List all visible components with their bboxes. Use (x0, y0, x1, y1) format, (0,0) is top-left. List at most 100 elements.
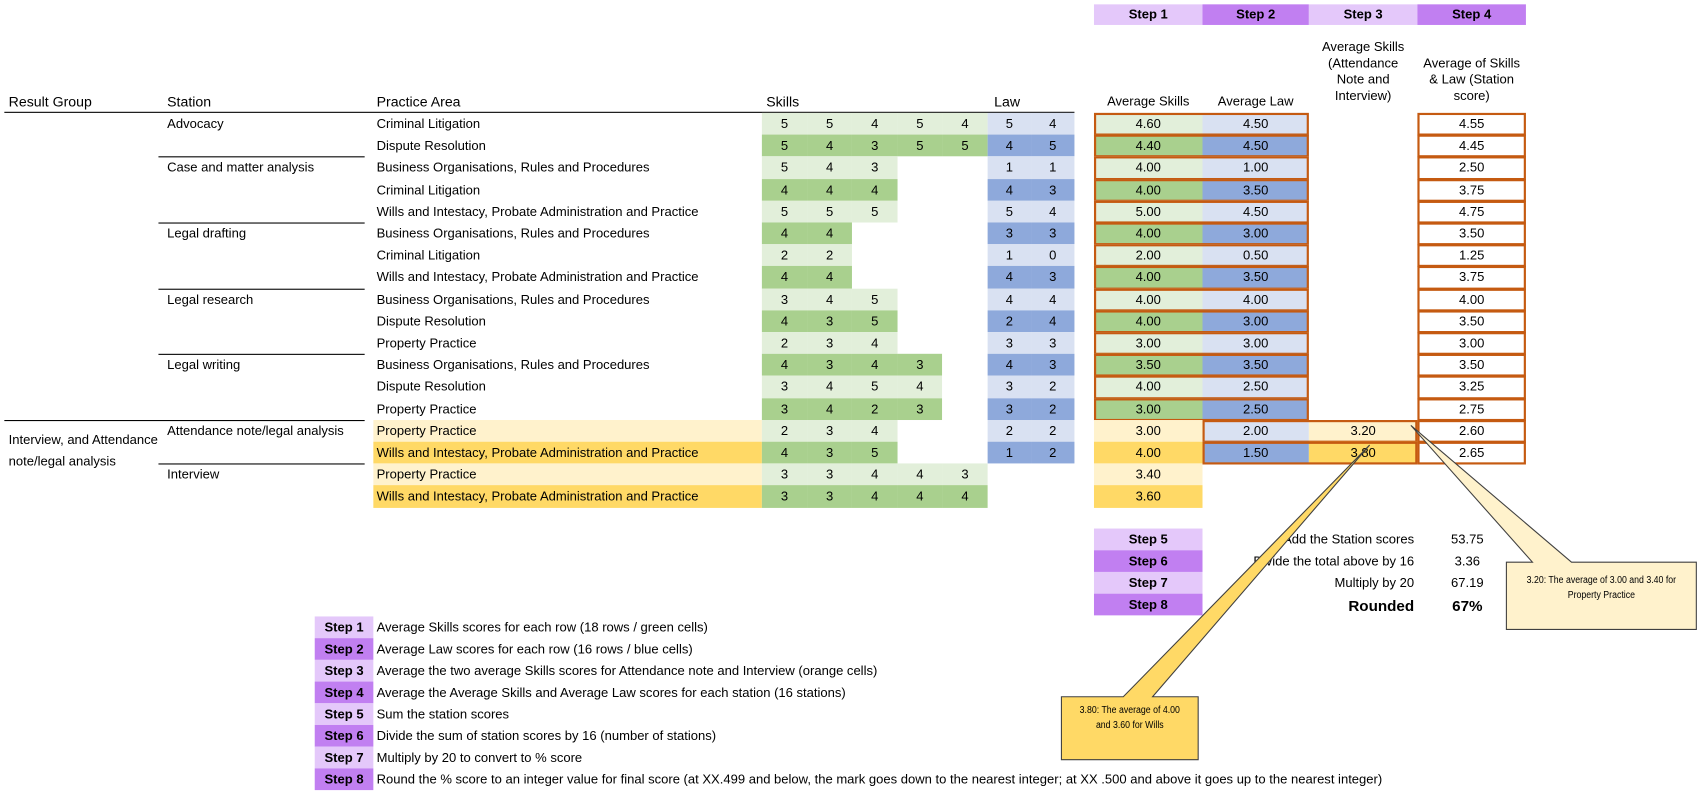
legend-description: Average the two average Skills scores fo… (376, 663, 878, 679)
avg-skills-cell: 4.60 (1093, 112, 1203, 135)
skills-score-cell: 4 (942, 485, 988, 508)
legend-description: Round the % score to an integer value fo… (376, 771, 1383, 787)
station-score-border (1417, 178, 1526, 202)
avg-law-cell: 3.50 (1202, 178, 1309, 201)
law-score-cell: 4 (987, 266, 1032, 289)
practice-area-cell: Business Organisations, Rules and Proced… (376, 159, 650, 176)
practice-area-cell: Property Practice (373, 463, 762, 486)
legend-description: Sum the station scores (376, 706, 510, 722)
skills-score-cell: 4 (807, 134, 853, 157)
law-score-cell: 2 (987, 310, 1032, 333)
avg-law-cell: 3.00 (1202, 310, 1309, 333)
skills-score-cell: 3 (852, 134, 898, 157)
station-score-border (1417, 156, 1526, 180)
skills-score-cell: 4 (852, 332, 898, 355)
skills-score-cell: 5 (761, 156, 808, 179)
skills-score-cell: 4 (761, 310, 808, 333)
legend-step-label: Step 6 (314, 724, 374, 747)
header-line: Note and (1336, 71, 1390, 87)
station-score-cell: 4.55 (1458, 116, 1485, 132)
law-score-cell: 3 (1031, 222, 1075, 245)
avg-skills-cell: 4.00 (1093, 178, 1203, 201)
law-score-cell: 2 (1031, 397, 1075, 420)
group-separator (158, 156, 365, 158)
skills-score-cell: 4 (852, 485, 898, 508)
avg-skills-cell: 4.00 (1093, 266, 1203, 289)
practice-area-cell: Property Practice (376, 401, 477, 417)
station-score-cell: 3.50 (1458, 225, 1485, 241)
station-score-border (1417, 288, 1526, 312)
skills-score-cell: 4 (807, 266, 853, 289)
summary-value: 67.19 (1451, 575, 1484, 591)
law-score-cell: 2 (1031, 441, 1075, 464)
skills-score-cell: 2 (807, 244, 853, 267)
avg-law-cell: 4.00 (1202, 288, 1309, 311)
avg-row-border (1093, 332, 1309, 356)
avg-law-cell: 2.50 (1202, 375, 1309, 398)
avg-row-border (1202, 441, 1418, 465)
skills-score-cell: 3 (761, 397, 808, 420)
station-score-cell: 2.75 (1458, 401, 1485, 417)
header-line: (Attendance (1328, 55, 1399, 71)
skills-score-cell: 5 (942, 134, 988, 157)
avg-law-cell: 4.50 (1202, 112, 1309, 135)
skills-score-cell: 4 (807, 288, 853, 311)
law-score-cell: 3 (1031, 354, 1075, 376)
step-1-header: Step 1 (1093, 4, 1203, 25)
law-score-cell: 5 (987, 200, 1032, 223)
legend-step-label: Step 7 (314, 746, 374, 769)
skills-score-cell: 4 (807, 222, 853, 245)
skills-score-cell: 3 (761, 375, 808, 398)
skills-score-cell: 5 (761, 200, 808, 223)
skills-score-cell: 4 (807, 375, 853, 398)
skills-score-cell: 5 (852, 310, 898, 333)
law-score-cell: 1 (1031, 156, 1075, 179)
skills-score-cell: 4 (761, 441, 808, 464)
law-score-cell: 1 (987, 441, 1032, 464)
skills-score-cell: 4 (807, 178, 853, 201)
station-score-border (1417, 112, 1526, 136)
avg-law-cell: 1.00 (1202, 156, 1309, 179)
avg-row-border (1093, 266, 1309, 290)
station-label: Case and matter analysis (167, 159, 315, 176)
practice-area-cell: Dispute Resolution (376, 313, 486, 329)
avg-row-border (1093, 112, 1309, 136)
station-score-border (1417, 310, 1526, 334)
skills-score-cell: 4 (897, 485, 943, 508)
station-score-cell: 3.00 (1458, 335, 1485, 351)
station-score-cell: 2.60 (1458, 423, 1485, 439)
skills-score-cell: 5 (761, 112, 808, 135)
law-score-cell: 3 (987, 332, 1032, 355)
summary-step-label: Step 8 (1093, 593, 1203, 616)
skills-score-cell: 3 (807, 419, 853, 442)
skills-score-cell: 4 (761, 266, 808, 289)
step-3-header: Step 3 (1308, 4, 1418, 25)
legend-step-label: Step 8 (314, 768, 374, 791)
practice-area-cell: Wills and Intestacy, Probate Administrat… (376, 269, 699, 285)
station-score-border (1417, 222, 1526, 246)
summary-description: Multiply by 20 (1334, 575, 1415, 591)
avg-skills-cell: 3.40 (1093, 463, 1203, 486)
station-score-border (1417, 441, 1526, 465)
group-separator (158, 288, 365, 290)
header-practice-area: Practice Area (376, 93, 461, 110)
avg-row-border (1093, 156, 1309, 180)
station-score-cell: 3.75 (1458, 269, 1485, 285)
law-score-cell: 4 (987, 178, 1032, 201)
station-score-cell: 3.50 (1458, 357, 1485, 373)
avg-skills-cell: 4.00 (1093, 288, 1203, 311)
summary-value: 67% (1452, 596, 1483, 615)
station-score-cell: 4.00 (1458, 291, 1485, 307)
avg-skills-cell: 4.00 (1093, 441, 1203, 464)
summary-description: Divide the total above by 16 (1253, 553, 1415, 569)
legend-step-label: Step 4 (314, 681, 374, 704)
station-score-cell: 4.75 (1458, 203, 1485, 220)
station-score-border (1417, 134, 1526, 158)
station-label: Attendance note/legal analysis (167, 423, 344, 439)
skills-score-cell: 5 (852, 375, 898, 398)
summary-value: 53.75 (1451, 531, 1484, 547)
header-station-score: Average of Skills & Law (Station score) (1417, 55, 1526, 104)
avg-row-border (1093, 354, 1309, 378)
skills-score-cell: 5 (852, 288, 898, 311)
header-law: Law (994, 93, 1021, 110)
